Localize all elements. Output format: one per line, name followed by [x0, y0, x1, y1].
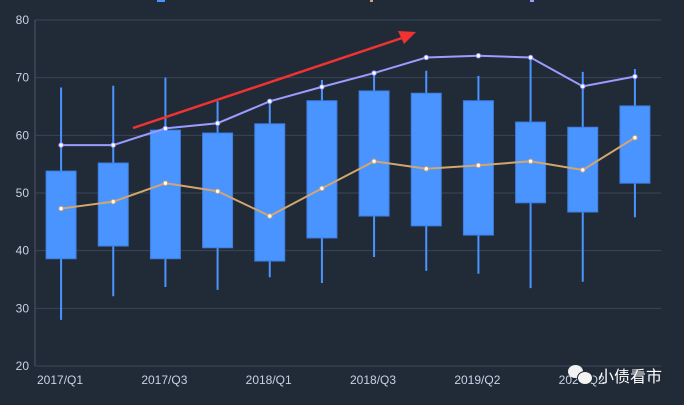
series-point [110, 142, 116, 148]
series-line [60, 136, 636, 218]
series-point [632, 73, 638, 80]
series-point [214, 188, 221, 194]
series-point [162, 125, 169, 132]
series-point [319, 84, 325, 90]
series-point [580, 83, 586, 90]
trend-arrow [132, 35, 406, 130]
x-tick-label: 2017/Q3 [141, 373, 187, 387]
series-point [475, 53, 482, 59]
series-point [371, 70, 377, 76]
series-point [632, 134, 638, 141]
series-point [580, 167, 586, 173]
x-tick-label: 2018/Q3 [350, 373, 396, 387]
y-tick-label: 30 [16, 301, 30, 315]
x-tick-label: 2017/Q1 [37, 373, 83, 387]
trend-arrow-head [398, 31, 416, 44]
box [254, 123, 286, 262]
wechat-icon [567, 365, 593, 385]
y-tick-label: 20 [16, 359, 30, 373]
box [97, 162, 129, 247]
series-point [267, 98, 273, 105]
series-point [110, 198, 116, 205]
watermark-text: 小债看市 [597, 367, 662, 386]
series-point [58, 142, 64, 148]
series-point [475, 162, 482, 169]
series-point [527, 54, 534, 61]
legend-line-marker [530, 0, 534, 2]
y-tick-label: 80 [16, 13, 30, 27]
series-line [61, 54, 636, 147]
y-tick-label: 40 [16, 244, 30, 258]
box [358, 90, 390, 217]
series-point [371, 158, 377, 164]
x-tick-label: 2018/Q1 [246, 373, 292, 387]
series-point [319, 185, 325, 192]
series-point [527, 158, 534, 164]
legend-line-marker [370, 0, 373, 2]
y-tick-label: 50 [16, 186, 30, 200]
box [306, 100, 338, 239]
box [45, 170, 77, 260]
legend-box-marker [157, 0, 165, 2]
series-point [58, 205, 64, 212]
watermark: 小债看市 [567, 363, 662, 387]
series-point [423, 166, 429, 172]
y-tick-label: 60 [16, 128, 30, 142]
series-point [162, 180, 169, 186]
box [410, 92, 442, 227]
y-tick-label: 70 [16, 71, 30, 85]
series-point [423, 54, 429, 61]
series-point [267, 213, 273, 219]
series-point [214, 120, 221, 126]
x-tick-label: 2019/Q2 [454, 373, 500, 387]
box [149, 129, 181, 260]
